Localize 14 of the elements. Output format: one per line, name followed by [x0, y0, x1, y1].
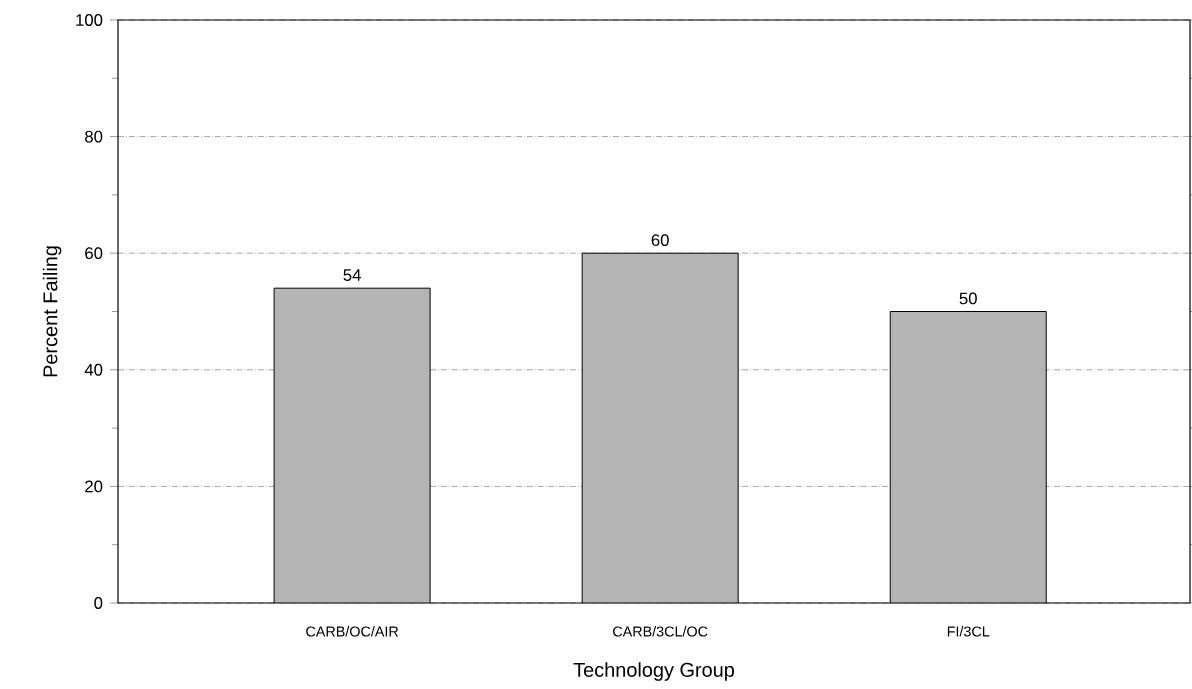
- x-tick-label: FI/3CL: [947, 626, 990, 637]
- x-tick-label: CARB/OC/AIR: [306, 626, 399, 637]
- data-label: 50: [959, 292, 977, 305]
- y-tick-label: 20: [85, 480, 103, 493]
- y-axis-title: Percent Failing: [42, 246, 62, 377]
- data-label: 60: [651, 234, 669, 247]
- data-label: 54: [343, 269, 361, 282]
- x-tick-label: CARB/3CL/OC: [613, 626, 708, 637]
- y-tick-label: 0: [94, 597, 103, 609]
- x-axis-title: Technology Group: [573, 662, 734, 681]
- y-tick-label: 60: [85, 247, 103, 260]
- y-tick-label: 40: [84, 363, 103, 376]
- y-tick-label: 100: [76, 14, 103, 26]
- y-tick-label: 80: [85, 130, 103, 143]
